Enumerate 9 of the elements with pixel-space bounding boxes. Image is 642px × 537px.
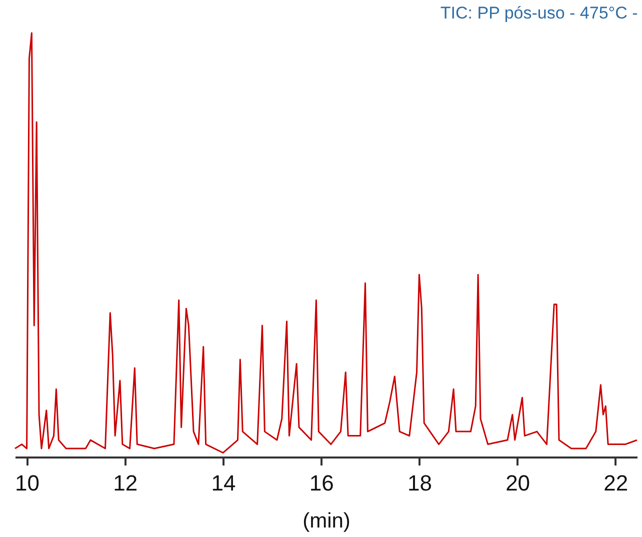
chart-title: TIC: PP pós-uso - 475°C - [440,3,638,22]
x-tick-label: 10 [15,470,40,496]
x-tick-label: 14 [211,470,236,496]
x-tick-label: 20 [506,470,530,496]
x-tick-label: 12 [113,470,138,496]
x-tick-label: 22 [604,470,628,496]
x-tick-label: 18 [407,470,432,496]
x-tick-label: 16 [309,470,334,496]
x-axis-title: (min) [302,510,350,532]
